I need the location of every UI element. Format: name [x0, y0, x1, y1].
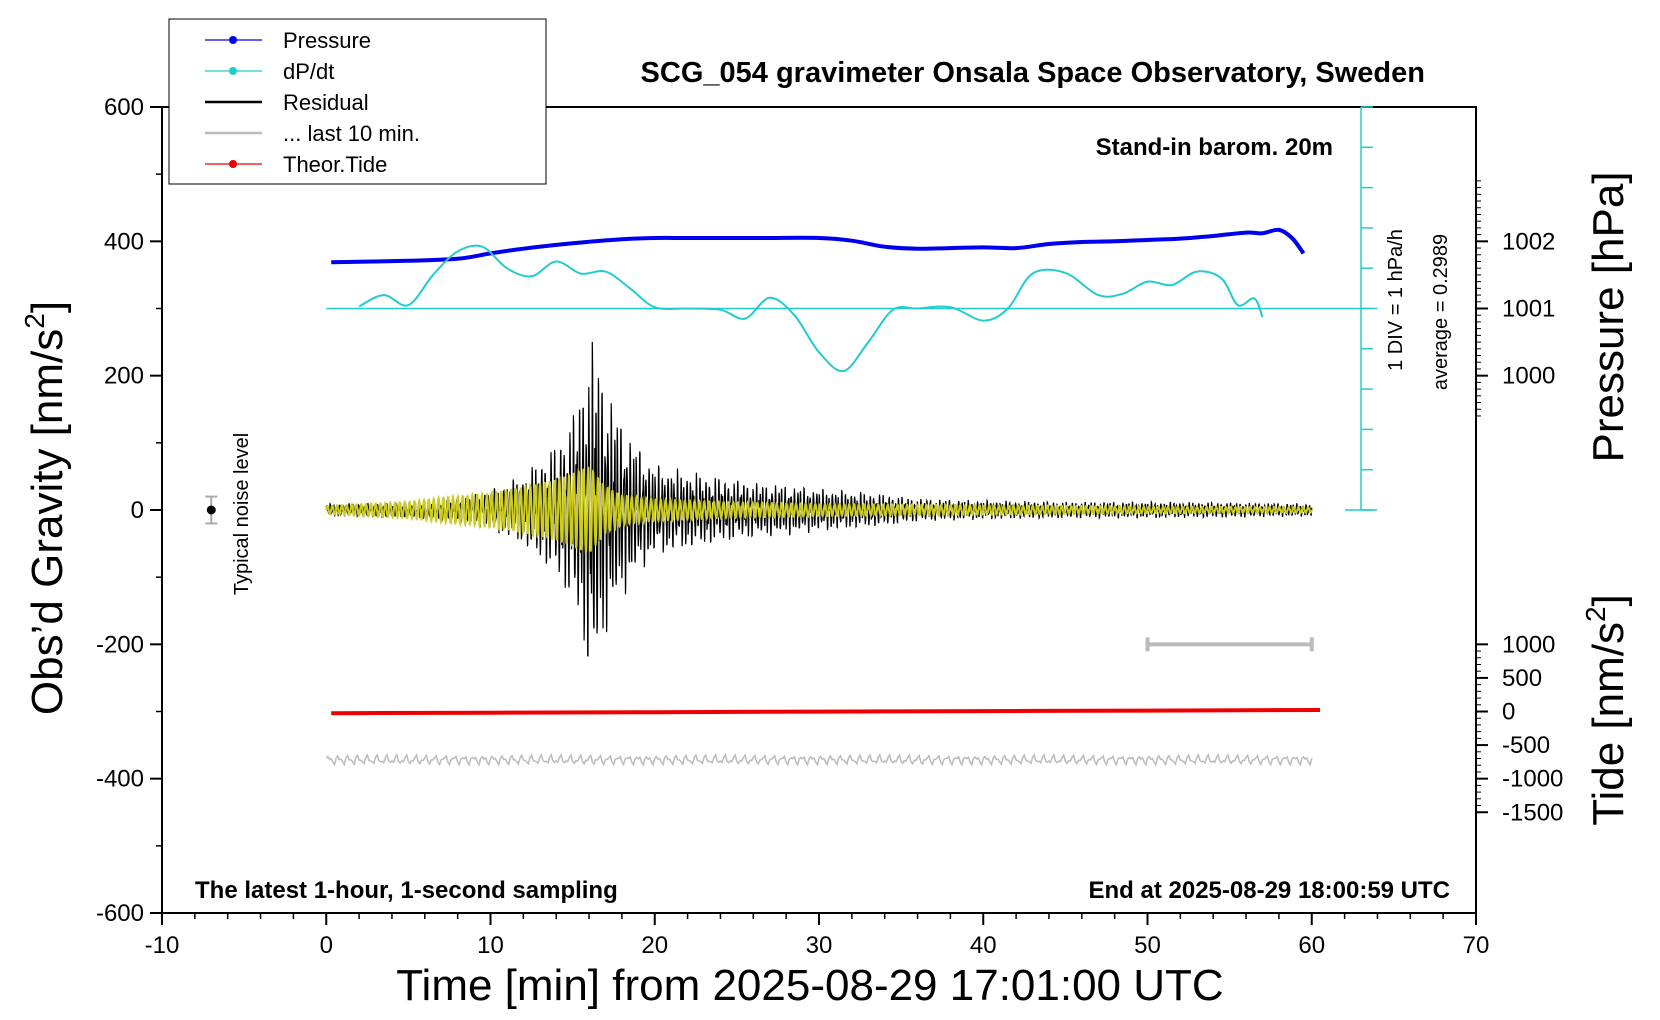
y-axis-title-left-sup: 2 — [19, 313, 50, 329]
legend-marker — [229, 160, 237, 168]
pressure-tick-label: 1001 — [1502, 296, 1555, 323]
legend: Pressure dP/dt Residual ... last 10 min. The… — [168, 18, 547, 185]
y-axis-title-tide-main: Tide [nm/s — [1584, 622, 1633, 826]
y-axis-title-tide-sup: 2 — [1580, 606, 1611, 622]
y-tick-label: 200 — [104, 363, 144, 390]
pressure-tick-label: 1000 — [1502, 363, 1555, 390]
y-tick-label: -400 — [96, 766, 144, 793]
x-tick-label: 40 — [970, 932, 997, 959]
barometer-note: Stand-in barom. 20m — [1096, 134, 1333, 161]
tide-tick-label: 0 — [1502, 699, 1515, 726]
tide-tick-label: -1000 — [1502, 766, 1563, 793]
y-axis-title-tide-end: ] — [1584, 594, 1633, 606]
y-axis-title-tide: Tide [nm/s2] — [1580, 594, 1633, 826]
y-tick-label: 600 — [104, 94, 144, 121]
legend-label: dP/dt — [283, 59, 334, 84]
noise-level-point — [206, 505, 216, 515]
legend-label: Theor.Tide — [283, 152, 387, 177]
legend-label: Pressure — [283, 28, 371, 53]
legend-marker — [229, 67, 237, 75]
residual-series — [325, 341, 1313, 657]
y-axis-title-left-main: Obs’d Gravity [nm/s — [23, 329, 72, 715]
legend-marker — [229, 36, 237, 44]
average-note: average = 0.2989 — [1430, 234, 1452, 390]
tide-tick-label: 1000 — [1502, 631, 1555, 658]
x-tick-label: 30 — [806, 932, 833, 959]
y-axis-title-pressure: Pressure [hPa] — [1584, 171, 1633, 462]
tide-tick-label: -500 — [1502, 732, 1550, 759]
y-tick-label: 400 — [104, 228, 144, 255]
y-tick-label: 0 — [131, 497, 144, 524]
y-axis-title-left: Obs’d Gravity [nm/s2] — [19, 301, 72, 715]
filtered-series — [325, 466, 1313, 555]
tide-tick-label: 500 — [1502, 665, 1542, 692]
pressure-tick-label: 1002 — [1502, 228, 1555, 255]
legend-items: Pressure dP/dt Residual ... last 10 min. The… — [205, 28, 420, 177]
x-axis-title: Time [min] from 2025-08-29 17:01:00 UTC — [396, 961, 1223, 1010]
y-axis-title-left-end: ] — [23, 301, 72, 313]
y-tick-label: -600 — [96, 900, 144, 927]
x-tick-label: -10 — [145, 932, 180, 959]
x-tick-label: 50 — [1134, 932, 1161, 959]
noise-level-note: Typical noise level — [231, 433, 253, 595]
tick-layer: -10 0 10 20 30 40 50 60 70 -600 -400 -200 0 200 400 600… — [96, 94, 1563, 959]
legend-label: Residual — [283, 90, 369, 115]
end-time-note: End at 2025-08-29 18:00:59 UTC — [1089, 877, 1451, 904]
series-layer — [205, 106, 1378, 767]
last-10-min-trace — [325, 753, 1313, 767]
tide-series — [331, 708, 1321, 716]
x-tick-label: 0 — [320, 932, 333, 959]
legend-label: ... last 10 min. — [283, 121, 420, 146]
dpdt-series — [358, 244, 1264, 373]
x-tick-label: 20 — [641, 932, 668, 959]
pressure-series — [331, 227, 1306, 265]
x-tick-label: 60 — [1298, 932, 1325, 959]
div-scale-note: 1 DIV = 1 hPa/h — [1385, 229, 1407, 371]
x-tick-label: 70 — [1463, 932, 1490, 959]
sampling-note: The latest 1-hour, 1-second sampling — [195, 877, 618, 904]
x-tick-label: 10 — [477, 932, 504, 959]
chart-title: SCG_054 gravimeter Onsala Space Observat… — [641, 57, 1425, 89]
tide-tick-label: -1500 — [1502, 799, 1563, 826]
y-tick-label: -200 — [96, 631, 144, 658]
